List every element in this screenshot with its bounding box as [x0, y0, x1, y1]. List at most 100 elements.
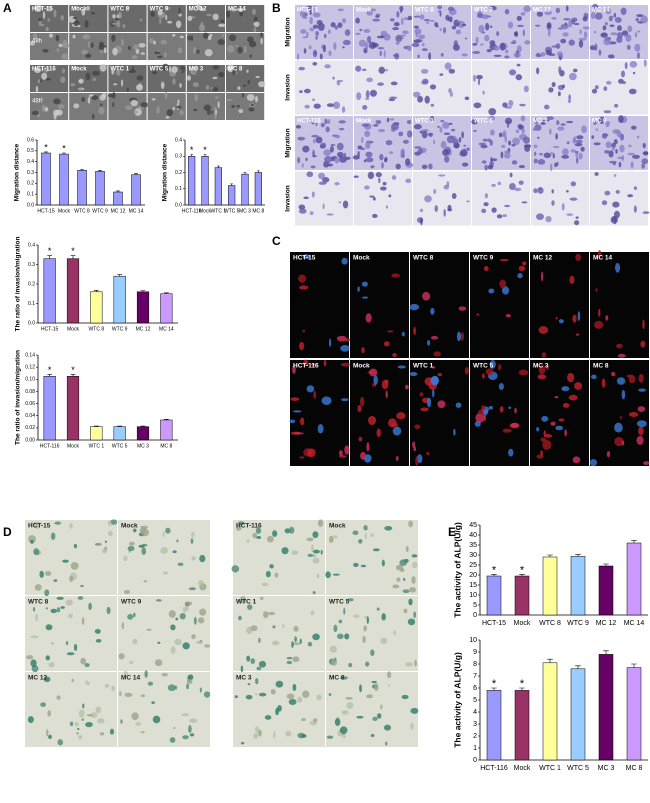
cell — [439, 28, 442, 32]
cell — [164, 52, 167, 58]
x-tick-label: Mock — [514, 765, 531, 772]
cell — [515, 74, 523, 81]
cell — [44, 106, 49, 112]
cell — [312, 633, 320, 641]
x-tick-label: WTC 9 — [567, 620, 589, 627]
cell — [90, 712, 98, 719]
cell — [168, 610, 176, 618]
cell — [57, 104, 65, 109]
cell — [343, 607, 346, 615]
cell — [472, 43, 478, 46]
cell — [111, 34, 116, 43]
cell — [623, 34, 631, 38]
cell — [272, 625, 276, 629]
cell — [413, 611, 417, 619]
cell — [334, 134, 341, 139]
cell — [348, 663, 353, 668]
image-label: MC 12 — [189, 7, 207, 13]
cell — [502, 102, 508, 108]
cell — [382, 181, 387, 186]
y-tick-label: 10 — [469, 637, 477, 644]
cell — [312, 98, 315, 102]
cell — [629, 412, 639, 418]
cell — [269, 564, 274, 569]
cell — [316, 694, 322, 701]
cell — [414, 146, 422, 149]
cell — [594, 85, 599, 90]
cell — [50, 608, 57, 614]
cell — [496, 31, 500, 37]
cell — [403, 577, 406, 581]
cell — [286, 693, 295, 700]
image-label: Mock — [71, 7, 87, 13]
cell — [579, 29, 582, 35]
bar — [90, 426, 103, 441]
cell — [112, 47, 118, 56]
cell — [483, 409, 489, 416]
cell — [132, 528, 137, 533]
cell — [172, 550, 177, 554]
cell — [392, 584, 400, 589]
cell — [574, 143, 583, 147]
cell — [43, 66, 50, 73]
cell — [422, 78, 429, 84]
cell — [130, 99, 138, 107]
cell — [326, 735, 334, 739]
bar — [626, 542, 642, 616]
cell — [378, 128, 386, 133]
cell — [466, 200, 470, 203]
cell — [28, 535, 36, 544]
cell — [576, 135, 584, 140]
error-bar — [94, 290, 99, 292]
cell — [300, 28, 307, 34]
cell — [518, 165, 526, 169]
cell — [630, 161, 634, 169]
cell — [388, 418, 397, 428]
cell — [600, 119, 605, 122]
cell — [598, 49, 602, 56]
cell — [140, 731, 145, 734]
cell — [435, 25, 439, 28]
cell — [30, 635, 39, 639]
cell — [534, 124, 542, 131]
cell — [536, 67, 540, 75]
cell — [81, 8, 86, 16]
cell — [365, 313, 372, 323]
error-bar — [117, 425, 122, 427]
cell — [35, 85, 39, 93]
cell — [617, 156, 624, 160]
cell — [421, 130, 428, 139]
cell — [235, 44, 238, 48]
cell — [96, 718, 105, 724]
cell — [537, 136, 540, 139]
cell — [332, 101, 341, 109]
cell — [476, 74, 483, 80]
cell — [604, 190, 611, 196]
cell — [229, 34, 237, 42]
cell — [255, 692, 258, 696]
cell — [239, 596, 247, 604]
cell — [80, 584, 84, 588]
y-tick-label: 0.14 — [25, 352, 35, 358]
cell — [439, 126, 443, 133]
y-tick-label: 15 — [469, 582, 477, 589]
cell — [309, 8, 312, 16]
cell — [484, 193, 489, 199]
cell — [199, 7, 205, 11]
cell — [197, 580, 204, 586]
cell — [555, 425, 564, 431]
cell — [590, 11, 596, 20]
cell — [182, 735, 189, 740]
cell — [342, 46, 345, 49]
cell — [374, 683, 379, 692]
cell — [367, 171, 375, 180]
cell — [41, 72, 48, 80]
cell — [119, 691, 122, 697]
cell — [424, 95, 430, 104]
cell — [372, 18, 381, 22]
cell — [84, 20, 89, 28]
cell — [519, 103, 526, 107]
x-tick-label: HCT-116 — [480, 765, 508, 772]
cell — [523, 5, 532, 13]
x-tick-label: MC 8 — [252, 208, 264, 214]
